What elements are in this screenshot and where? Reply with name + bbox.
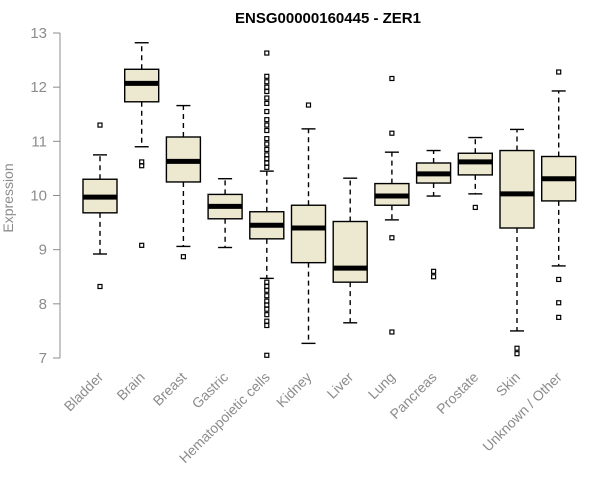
outlier-point (264, 73, 270, 79)
outlier-point (389, 75, 395, 82)
outlier-point (264, 127, 270, 134)
outlier-point (264, 279, 270, 285)
outlier-point (264, 117, 270, 123)
y-tick-label: 13 (30, 25, 47, 42)
y-tick-label: 9 (39, 242, 47, 259)
outlier-point (472, 204, 478, 211)
outlier-point (264, 287, 270, 293)
outlier-point (264, 108, 270, 115)
x-category-label: Unknown / Other (479, 369, 565, 455)
y-tick-label: 12 (30, 79, 47, 96)
x-category-label: Lung (365, 369, 398, 402)
outlier-point (180, 254, 186, 260)
outlier-point (264, 95, 270, 101)
outlier-point (264, 322, 270, 329)
outlier-point (389, 235, 395, 241)
outlier-point (389, 130, 395, 136)
outlier-point (264, 136, 270, 142)
chart-title: ENSG00000160445 - ZER1 (235, 10, 421, 27)
outlier-point (514, 351, 520, 357)
outlier-point (556, 314, 562, 320)
outlier-point (431, 268, 437, 274)
outlier-point (264, 312, 270, 318)
x-category-label: Brain (113, 369, 147, 403)
x-category-label: Breast (150, 369, 190, 409)
x-category-label: Kidney (273, 369, 315, 411)
outlier-point (514, 345, 520, 351)
outlier-point (389, 329, 395, 335)
outlier-point (264, 141, 270, 147)
outlier-point (264, 50, 270, 56)
outlier-point (264, 164, 270, 170)
box-liver (332, 220, 368, 283)
outlier-point (556, 300, 562, 306)
y-tick-label: 7 (39, 350, 47, 367)
x-category-label: Skin (493, 369, 524, 400)
x-category-label: Prostate (433, 369, 481, 417)
outlier-point (139, 163, 145, 169)
y-axis-title: Expression (0, 163, 16, 232)
outlier-point (264, 318, 270, 324)
box-skin (499, 149, 535, 229)
outlier-point (139, 242, 145, 248)
outlier-point (264, 352, 270, 358)
x-category-label: Liver (324, 369, 357, 402)
outlier-point (264, 122, 270, 128)
outlier-point (264, 79, 270, 85)
outlier-point (264, 160, 270, 166)
outlier-point (264, 100, 270, 107)
outlier-point (556, 69, 562, 75)
outlier-point (556, 276, 562, 283)
outlier-point (97, 283, 103, 290)
outlier-point (264, 146, 270, 153)
x-category-label: Bladder (61, 369, 107, 415)
outlier-point (305, 102, 312, 108)
y-tick-label: 10 (30, 188, 47, 205)
outlier-point (431, 274, 437, 280)
y-tick-label: 11 (31, 133, 47, 150)
box-kidney (290, 204, 327, 264)
outlier-point (264, 84, 270, 90)
outlier-point (264, 88, 270, 95)
outlier-point (264, 293, 270, 299)
outlier-point (264, 306, 270, 312)
y-tick-label: 8 (39, 296, 47, 313)
outlier-point (97, 122, 103, 128)
